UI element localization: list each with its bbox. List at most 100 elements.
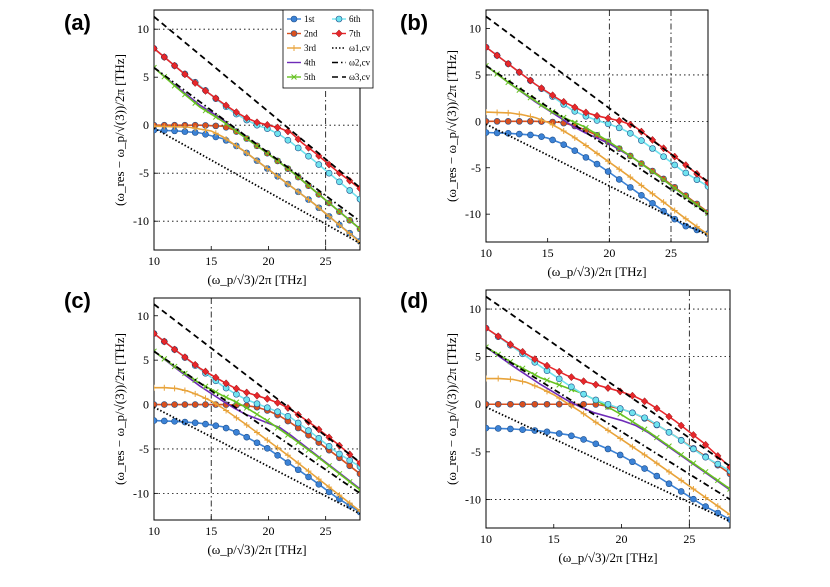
series-marker-2nd bbox=[504, 118, 512, 125]
series-marker-5th bbox=[649, 168, 656, 175]
series-line-ω2,cv bbox=[154, 350, 360, 495]
y-tick-label: -5 bbox=[139, 442, 149, 456]
series-marker-3rd bbox=[516, 111, 523, 118]
y-tick-label: 0 bbox=[475, 114, 481, 128]
series-marker-3rd bbox=[495, 375, 502, 382]
x-tick-label: 20 bbox=[603, 246, 615, 260]
series-marker-7th bbox=[515, 68, 523, 77]
series-marker-1st bbox=[543, 428, 551, 436]
series-marker-7th bbox=[154, 44, 158, 53]
series-marker-6th bbox=[284, 412, 292, 420]
x-axis-label: (ω_p/√3)/2π [THz] bbox=[207, 542, 306, 557]
x-axis-label: (ω_p/√3)/2π [THz] bbox=[207, 272, 306, 287]
series-marker-2nd bbox=[161, 401, 168, 408]
y-tick-label: 10 bbox=[137, 309, 149, 323]
series-marker-7th bbox=[356, 459, 360, 468]
x-tick-label: 25 bbox=[320, 254, 332, 268]
y-tick-label: -10 bbox=[133, 214, 149, 228]
series-marker-3rd bbox=[605, 427, 611, 434]
series-marker-2nd bbox=[507, 400, 514, 408]
series-marker-1st bbox=[649, 199, 656, 207]
series-marker-5th bbox=[182, 370, 188, 377]
series-marker-3rd bbox=[243, 149, 250, 156]
series-marker-3rd bbox=[568, 402, 575, 409]
series-marker-3rd bbox=[315, 204, 322, 211]
series-marker-6th bbox=[294, 419, 302, 427]
series-marker-6th bbox=[665, 429, 673, 436]
series-marker-7th bbox=[181, 353, 189, 362]
y-tick-label: -10 bbox=[465, 207, 481, 221]
series-marker-3rd bbox=[527, 113, 534, 120]
series-marker-5th bbox=[660, 176, 667, 183]
series-marker-7th bbox=[232, 384, 241, 393]
series-marker-5th bbox=[690, 460, 697, 467]
series-marker-7th bbox=[273, 123, 282, 132]
series-marker-6th bbox=[677, 437, 685, 444]
series-marker-3rd bbox=[223, 136, 230, 143]
series-marker-1st bbox=[568, 432, 575, 440]
series-marker-6th bbox=[284, 136, 292, 144]
series-marker-3rd bbox=[629, 443, 636, 450]
series-marker-5th bbox=[616, 145, 623, 152]
series-marker-7th bbox=[582, 108, 590, 117]
series-marker-3rd bbox=[357, 239, 360, 246]
series-marker-7th bbox=[201, 86, 210, 95]
series-marker-3rd bbox=[254, 157, 260, 164]
series-marker-7th bbox=[160, 53, 168, 62]
series-marker-3rd bbox=[638, 182, 645, 189]
series-marker-3rd bbox=[181, 387, 188, 394]
series-marker-5th bbox=[705, 210, 708, 217]
series-marker-6th bbox=[649, 145, 656, 152]
series-marker-1st bbox=[626, 184, 634, 191]
series-marker-3rd bbox=[519, 378, 526, 385]
series-marker-7th bbox=[160, 337, 168, 346]
series-marker-1st bbox=[191, 419, 199, 427]
x-tick-label: 15 bbox=[205, 524, 217, 538]
series-marker-7th bbox=[593, 111, 601, 120]
x-tick-label: 15 bbox=[548, 532, 560, 546]
series-marker-2nd bbox=[493, 118, 501, 125]
series-marker-6th bbox=[315, 435, 323, 442]
legend-entry-label: 5th bbox=[304, 72, 316, 82]
series-marker-7th bbox=[604, 384, 612, 393]
y-tick-label: 10 bbox=[469, 302, 481, 316]
panel-label: (b) bbox=[400, 10, 428, 35]
series-marker-6th bbox=[580, 390, 587, 398]
series-marker-3rd bbox=[538, 116, 545, 123]
series-marker-1st bbox=[233, 428, 240, 436]
series-marker-5th bbox=[346, 478, 353, 485]
series-line-ω1,cv bbox=[154, 406, 360, 515]
series-marker-6th bbox=[336, 178, 343, 186]
series-marker-6th bbox=[274, 408, 281, 415]
series-marker-1st bbox=[616, 451, 624, 459]
series-marker-2nd bbox=[543, 400, 551, 408]
series-marker-3rd bbox=[727, 511, 730, 518]
series-marker-3rd bbox=[549, 121, 556, 128]
series-marker-1st bbox=[690, 495, 697, 503]
series-marker-7th bbox=[616, 387, 624, 396]
series-marker-3rd bbox=[682, 215, 689, 222]
series-marker-2nd bbox=[515, 118, 523, 125]
series-marker-5th bbox=[638, 160, 645, 167]
series-marker-3rd bbox=[494, 109, 501, 116]
series-marker-3rd bbox=[560, 128, 567, 135]
series-marker-3rd bbox=[233, 414, 240, 421]
series-marker-2nd bbox=[171, 401, 178, 408]
series-marker-7th bbox=[555, 367, 563, 376]
series-marker-3rd bbox=[192, 390, 199, 397]
x-tick-label: 10 bbox=[148, 524, 160, 538]
series-marker-3rd bbox=[336, 222, 343, 229]
series-line-ω1,cv bbox=[486, 406, 730, 523]
series-marker-7th bbox=[212, 94, 220, 103]
series-marker-5th bbox=[326, 462, 332, 469]
series-marker-5th bbox=[682, 193, 689, 200]
series-line-5th bbox=[486, 65, 708, 214]
series-marker-7th bbox=[640, 397, 649, 406]
series-marker-3rd bbox=[507, 376, 514, 383]
series-marker-7th bbox=[263, 394, 271, 403]
series-marker-7th bbox=[665, 412, 673, 421]
series-marker-1st bbox=[582, 154, 590, 161]
series-line-4th bbox=[486, 65, 708, 214]
series-marker-3rd bbox=[212, 400, 219, 407]
